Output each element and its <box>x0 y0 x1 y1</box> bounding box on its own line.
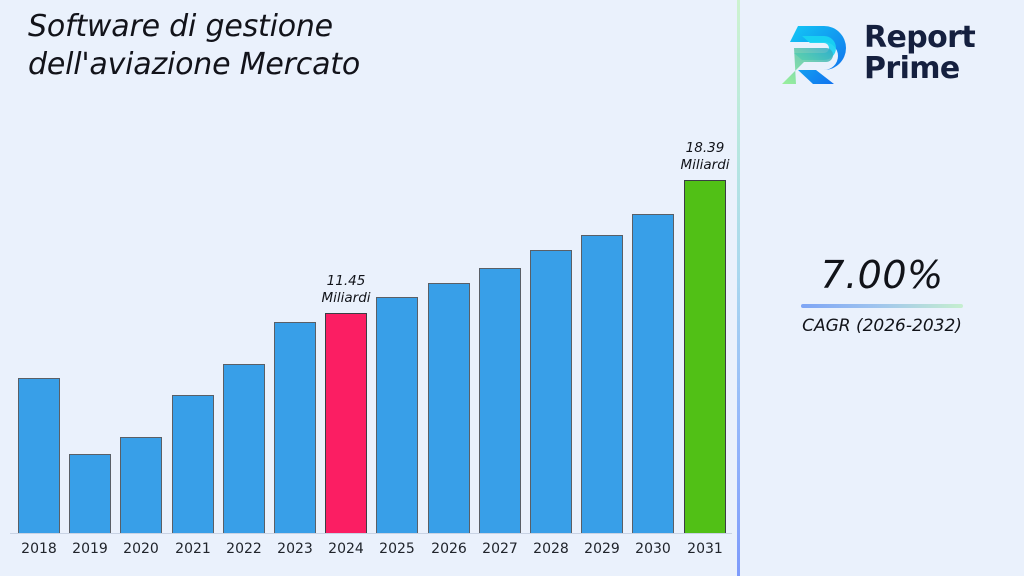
x-axis-line <box>10 533 732 534</box>
bar-2018[interactable] <box>18 378 60 533</box>
x-tick-2025: 2025 <box>379 541 415 557</box>
bar-2022[interactable] <box>223 364 265 533</box>
bar-2023[interactable] <box>274 322 316 533</box>
cagr-value: 7.00% <box>820 253 944 297</box>
bar-value-label-2031: 18.39 Miliardi <box>680 140 730 173</box>
report-prime-r-logo-icon <box>780 20 854 86</box>
bar-2031[interactable] <box>684 180 726 533</box>
page-title: Software di gestione dell'aviazione Merc… <box>28 9 360 82</box>
x-tick-2023: 2023 <box>277 541 313 557</box>
x-tick-2020: 2020 <box>123 541 159 557</box>
x-tick-2021: 2021 <box>175 541 211 557</box>
bar-2027[interactable] <box>479 268 521 533</box>
bar-2024[interactable] <box>325 313 367 533</box>
x-tick-2018: 2018 <box>21 541 57 557</box>
cagr-divider-rule <box>801 304 963 308</box>
bar-2025[interactable] <box>376 297 418 533</box>
x-tick-2019: 2019 <box>72 541 108 557</box>
bar-2020[interactable] <box>120 437 162 533</box>
report-prime-logo: Report Prime <box>780 14 1010 92</box>
cagr-block: 7.00% CAGR (2026-2032) <box>740 252 1024 337</box>
side-panel: Report Prime 7.00% CAGR (2026-2032) <box>740 0 1024 576</box>
x-tick-2026: 2026 <box>431 541 467 557</box>
bar-2030[interactable] <box>632 214 674 533</box>
panel-divider <box>737 0 740 576</box>
x-tick-2029: 2029 <box>584 541 620 557</box>
x-tick-2031: 2031 <box>687 541 723 557</box>
x-tick-2030: 2030 <box>635 541 671 557</box>
bar-2026[interactable] <box>428 283 470 533</box>
bar-2021[interactable] <box>172 395 214 533</box>
bar-2028[interactable] <box>530 250 572 533</box>
bar-value-label-2024: 11.45 Miliardi <box>321 273 371 306</box>
bar-2029[interactable] <box>581 235 623 533</box>
logo-wordmark: Report Prime <box>864 20 976 86</box>
chart-panel: Software di gestione dell'aviazione Merc… <box>10 9 732 557</box>
x-tick-2027: 2027 <box>482 541 518 557</box>
x-tick-2028: 2028 <box>533 541 569 557</box>
x-tick-2024: 2024 <box>328 541 364 557</box>
x-tick-2022: 2022 <box>226 541 262 557</box>
bar-2019[interactable] <box>69 454 111 533</box>
cagr-label: CAGR (2026-2032) <box>802 316 962 336</box>
bar-chart-plot: 2018 2019 2020 2021 2022 2023 11.45 Miliardi 20… <box>10 140 732 557</box>
